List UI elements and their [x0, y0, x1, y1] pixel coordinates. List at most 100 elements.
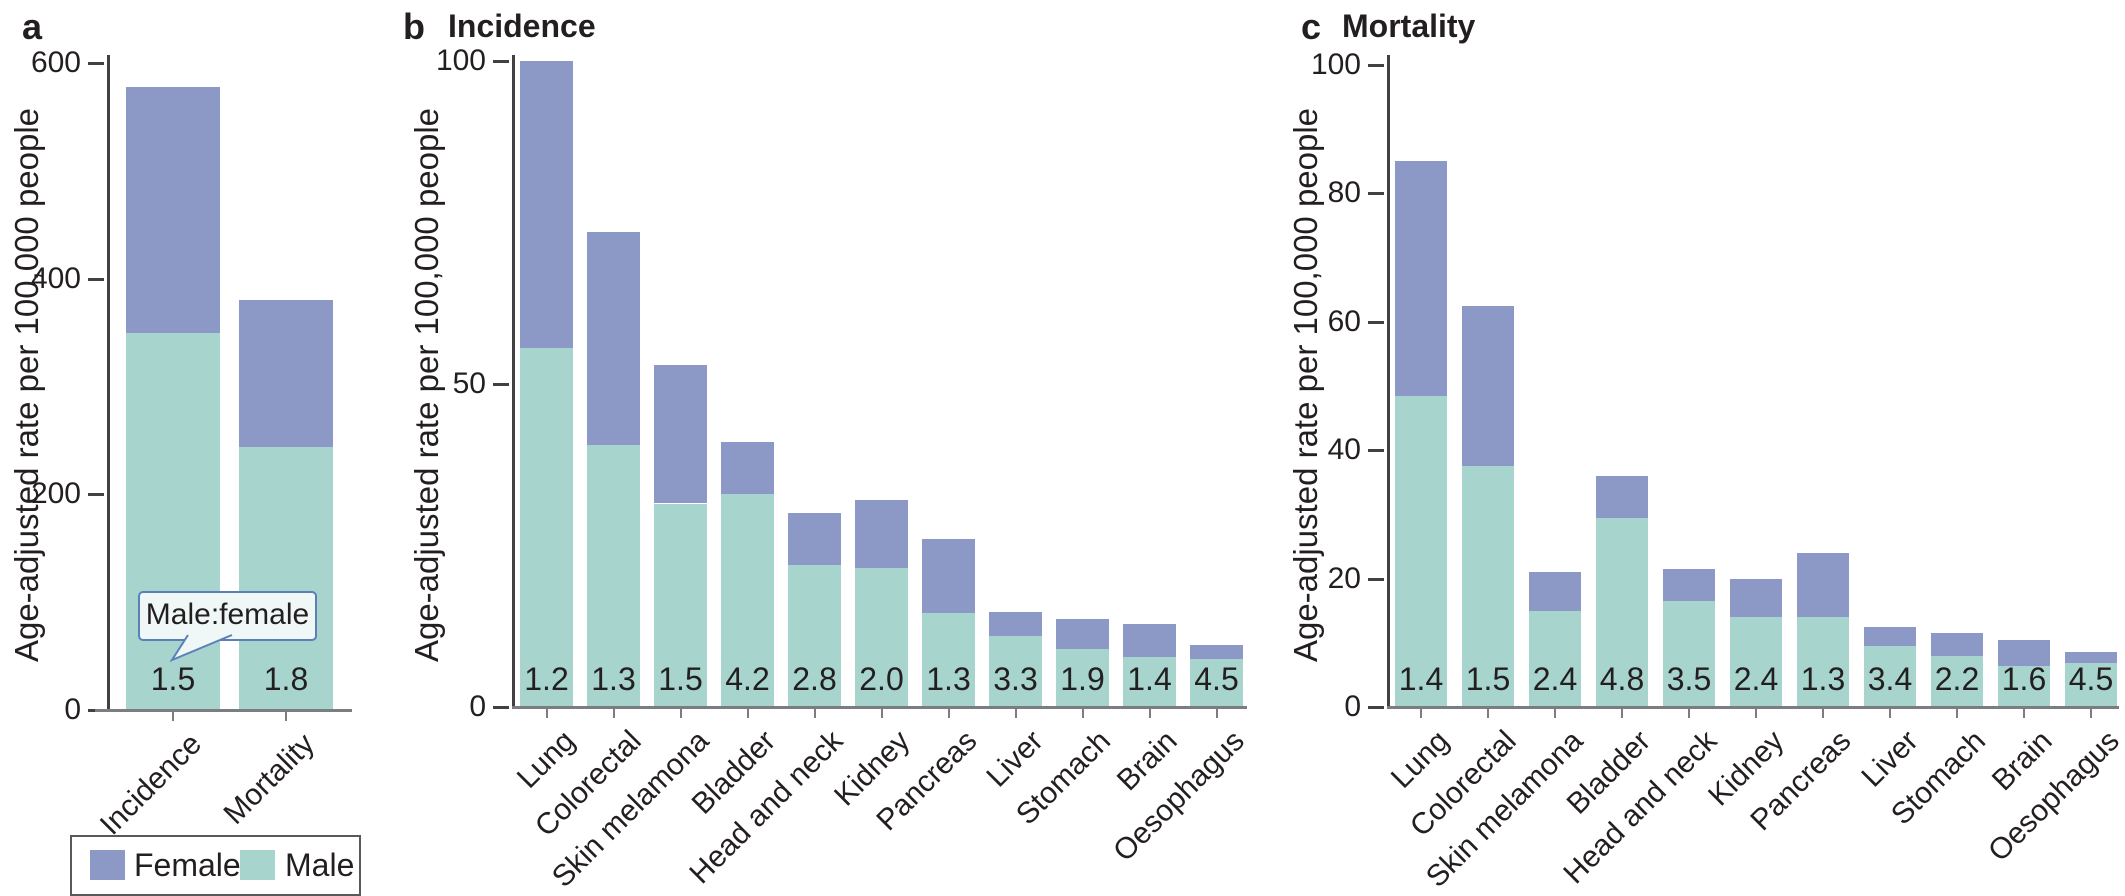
y-tick — [1368, 449, 1384, 453]
x-tick — [172, 712, 174, 721]
x-tick — [1956, 709, 1958, 718]
legend-label-male: Male — [285, 847, 355, 883]
x-category-label-incidence: Incidence — [93, 727, 208, 842]
x-tick — [285, 712, 287, 721]
bar-segment-female-stomach — [1931, 633, 1983, 656]
y-tick — [88, 62, 104, 65]
male-female-ratio-label: 1.3 — [926, 661, 971, 697]
male-female-ratio-label: 4.5 — [2068, 661, 2114, 697]
male-female-ratio-label: 4.2 — [725, 661, 770, 697]
bar-segment-female-head-and-neck — [788, 513, 841, 565]
bar-segment-male-kidney — [855, 568, 908, 707]
bar-segment-male-colorectal — [587, 445, 640, 707]
male-female-ratio-label: 1.2 — [524, 661, 569, 697]
bar-segment-female-lung — [520, 61, 573, 349]
bar-segment-male-stomach — [1931, 655, 1983, 707]
y-tick — [493, 60, 509, 63]
x-tick — [2090, 709, 2092, 718]
bar-segment-female-skin-melamona — [654, 364, 707, 504]
panel-b-title: Incidence — [448, 8, 596, 44]
legend: Female Male — [70, 835, 361, 896]
panel-a-y-axis-title: Age-adjusted rate per 100,000 people — [8, 107, 45, 663]
male-female-ratio-label: 1.6 — [2001, 661, 2047, 697]
panel-c-y-axis-title: Age-adjusted rate per 100,000 people — [1287, 107, 1324, 663]
bar-segment-female-stomach — [1056, 619, 1109, 649]
bar-segment-female-brain — [1998, 639, 2050, 666]
x-tick — [2023, 709, 2025, 718]
x-tick — [1688, 709, 1690, 718]
callout-tail — [169, 634, 233, 663]
y-tick-label: 0 — [469, 690, 486, 723]
x-tick — [1014, 709, 1017, 718]
y-tick-label: 20 — [1327, 561, 1361, 595]
y-tick — [1368, 577, 1384, 581]
panel-b-x-axis — [512, 706, 1247, 709]
bar-segment-female-colorectal — [587, 232, 640, 446]
male-female-ratio-label: 4.5 — [1194, 661, 1239, 697]
bar-segment-male-lung — [520, 348, 573, 707]
bar-segment-female-pancreas — [1797, 552, 1849, 618]
panel-c-x-axis — [1387, 706, 2119, 709]
x-tick — [1554, 709, 1556, 718]
panel-a-x-axis — [95, 709, 352, 712]
y-tick-label: 40 — [1327, 433, 1361, 467]
bar-segment-female-incidence — [126, 86, 220, 333]
legend-swatch-male — [240, 850, 275, 880]
y-tick-label: 200 — [30, 477, 81, 511]
x-tick — [1148, 709, 1151, 718]
panel-c-letter: c — [1301, 6, 1322, 47]
bar-segment-male-lung — [1395, 395, 1447, 707]
y-tick-label: 0 — [64, 693, 81, 726]
male-female-ratio-label: 3.3 — [993, 661, 1038, 697]
y-tick — [1368, 64, 1384, 67]
bar-segment-male-bladder — [1596, 517, 1648, 707]
bar-segment-male-liver — [989, 635, 1042, 707]
male-female-ratio-label: 1.5 — [1465, 661, 1511, 697]
panel-c-y-axis — [1387, 55, 1390, 709]
x-category-label-mortality: Mortality — [217, 727, 321, 831]
male-female-ratio-label: 1.4 — [1127, 661, 1172, 697]
x-tick — [612, 709, 615, 718]
x-tick — [1487, 709, 1489, 718]
y-tick-label: 400 — [30, 261, 81, 295]
x-tick — [1822, 709, 1824, 718]
male-female-ratio-label: 2.4 — [1733, 661, 1779, 697]
x-tick — [545, 709, 548, 718]
y-tick-label: 60 — [1327, 304, 1361, 338]
bar-segment-male-head-and-neck — [1663, 601, 1715, 707]
x-tick — [746, 709, 749, 718]
bar-segment-female-oesophagus — [2065, 651, 2117, 663]
x-tick — [1621, 709, 1623, 718]
bar-segment-male-skin-melamona — [654, 503, 707, 707]
y-tick — [88, 277, 104, 281]
y-tick-label: 50 — [452, 367, 486, 400]
y-tick — [493, 706, 509, 709]
bar-segment-male-brain — [1998, 665, 2050, 707]
bar-segment-male-stomach — [1056, 648, 1109, 707]
male-female-ratio-label: 1.5 — [658, 661, 703, 697]
bar-segment-female-kidney — [1730, 578, 1782, 618]
male-female-ratio-label: 3.5 — [1666, 661, 1712, 697]
panel-a-letter: a — [22, 6, 43, 47]
bar-segment-female-liver — [1864, 626, 1916, 646]
bar-segment-male-skin-melamona — [1529, 610, 1581, 707]
bar-segment-male-oesophagus — [1190, 659, 1243, 707]
legend-swatch-female — [90, 850, 125, 880]
bar-segment-male-oesophagus — [2065, 662, 2117, 707]
x-tick — [880, 709, 883, 718]
panel-b-letter: b — [403, 6, 425, 47]
bar-segment-male-mortality — [239, 446, 333, 710]
bar-segment-male-pancreas — [1797, 617, 1849, 707]
x-tick — [947, 709, 950, 718]
y-tick — [88, 493, 104, 497]
x-tick — [679, 709, 682, 718]
y-tick-label: 600 — [30, 46, 81, 79]
y-tick — [493, 383, 509, 386]
x-tick — [1889, 709, 1891, 718]
bar-segment-female-liver — [989, 612, 1042, 636]
panel-c-title: Mortality — [1342, 8, 1476, 44]
bar-segment-female-bladder — [721, 442, 774, 494]
bar-segment-male-brain — [1123, 657, 1176, 707]
male-female-ratio-label: 1.3 — [591, 661, 636, 697]
y-tick-label: 0 — [1344, 690, 1361, 723]
